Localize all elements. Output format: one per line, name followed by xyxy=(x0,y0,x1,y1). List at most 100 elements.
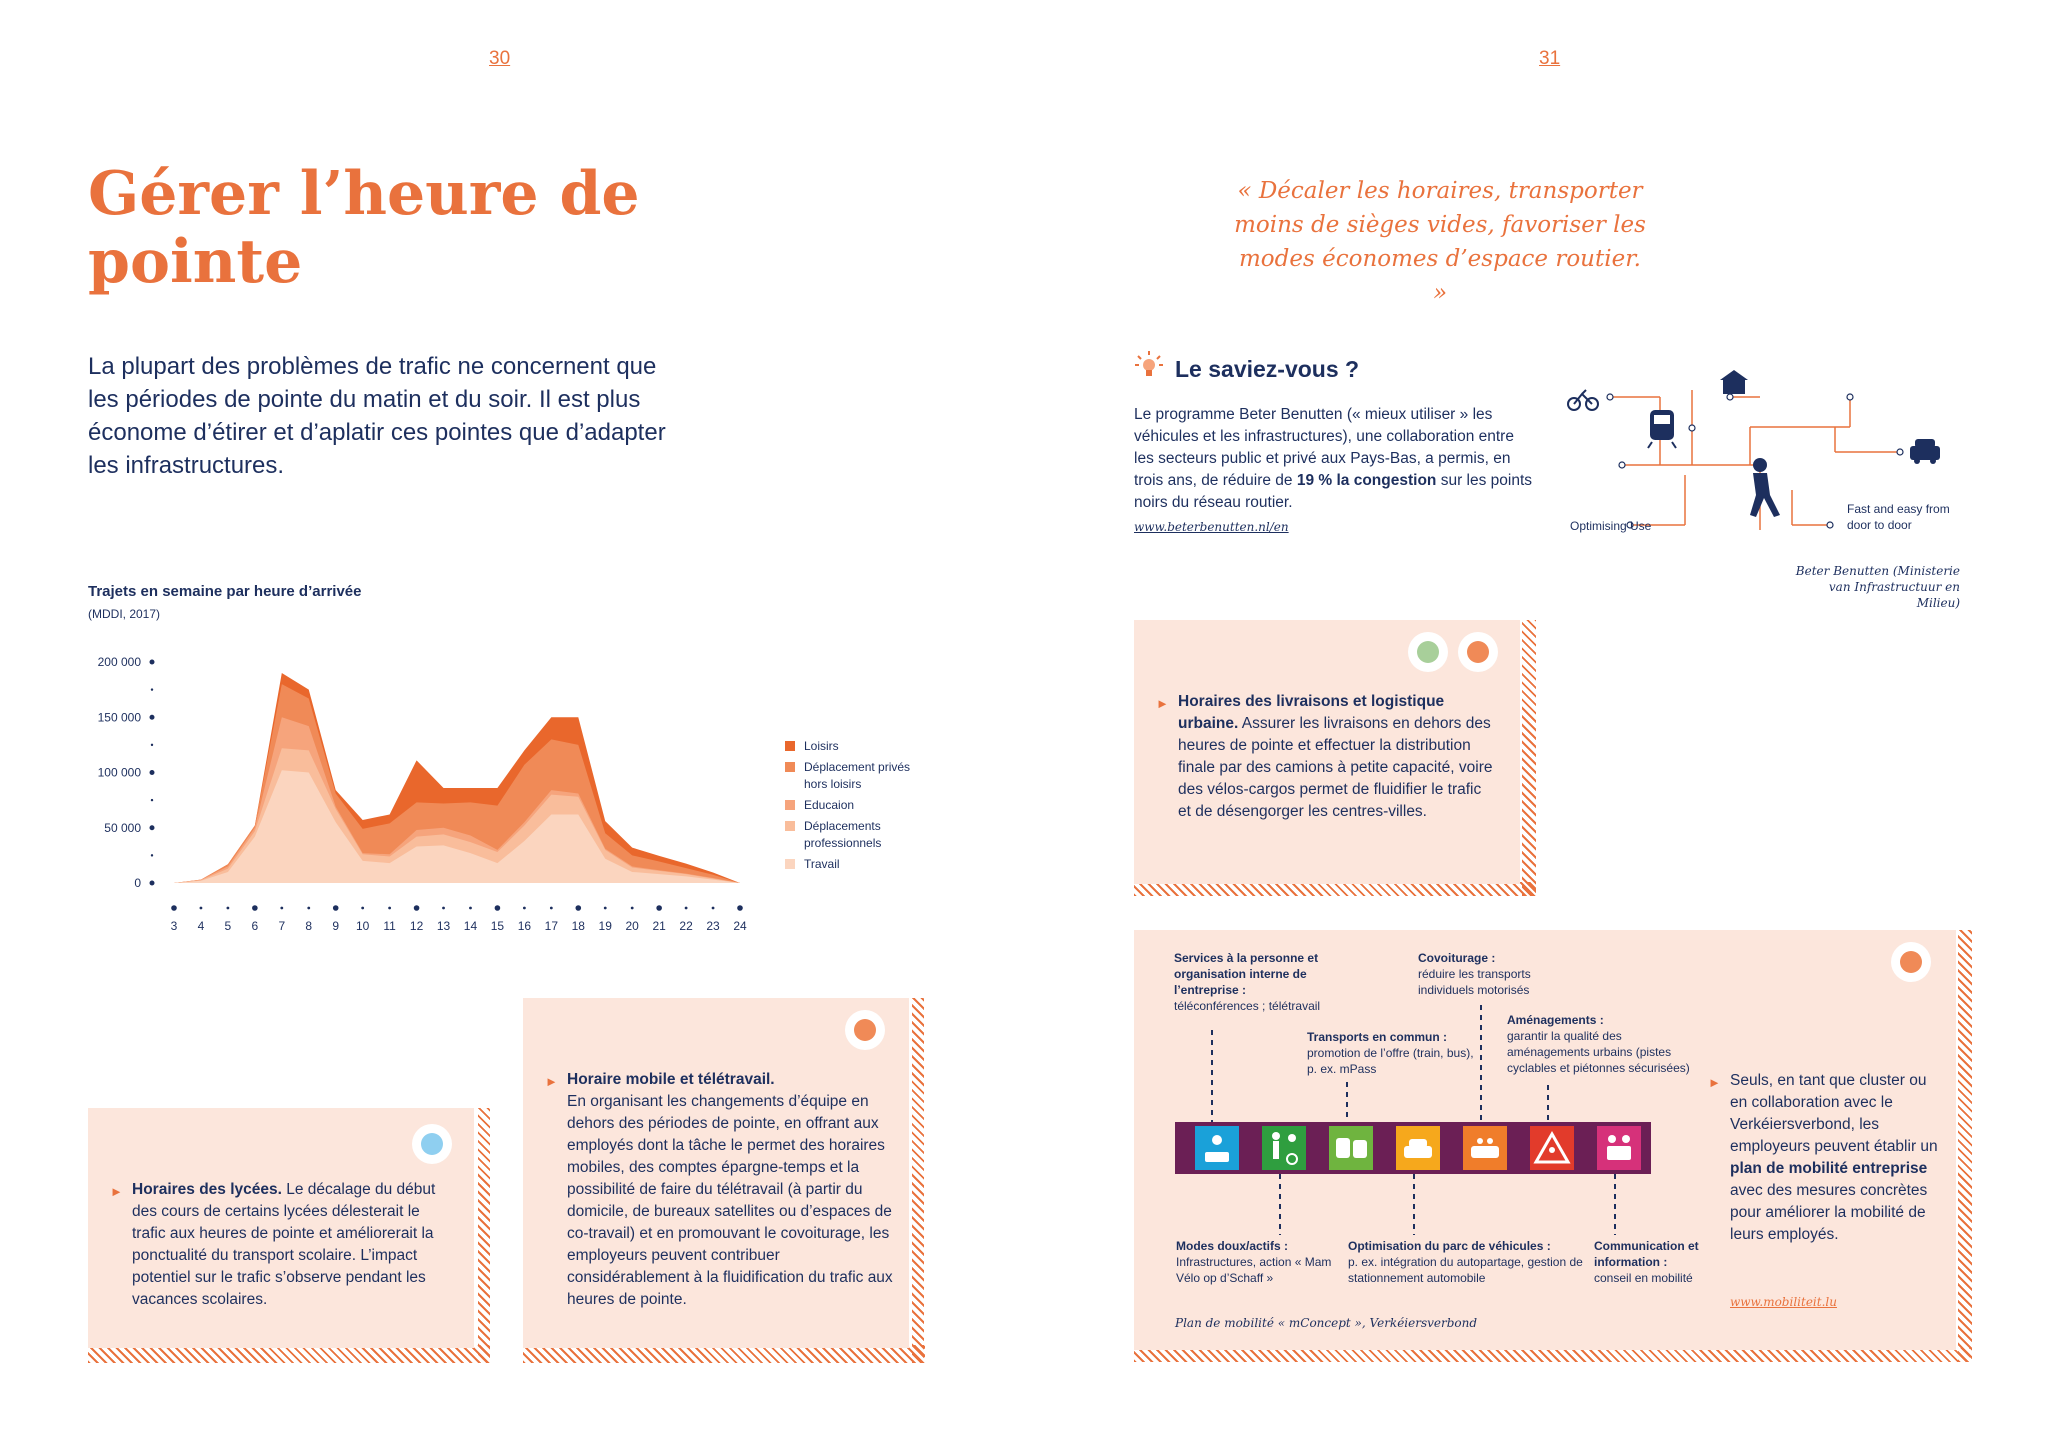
label-communication-title: Communication et information : xyxy=(1594,1239,1699,1269)
mobility-icon-strip xyxy=(1175,1122,1651,1174)
legend-label: Travail xyxy=(804,857,840,871)
legend-label: Déplacement privés xyxy=(804,760,910,774)
area-chart: 200 000 150 000 100 000 50 000 0 3 4 5 6 7 8 9 10 11 1… xyxy=(98,655,910,933)
orange-dot xyxy=(1467,641,1489,663)
x-tick-label: 20 xyxy=(626,919,640,933)
green-dot xyxy=(1417,641,1439,663)
label-covoiturage-text: réduire les transports individuels motor… xyxy=(1418,967,1531,997)
pedestrian-cyclist-icon xyxy=(1262,1126,1306,1170)
label-modes-text: Infrastructures, action « Mam Vélo op d’… xyxy=(1176,1255,1332,1285)
box-lycees-body: Le décalage du début des cours de certai… xyxy=(132,1181,436,1308)
x-tick-dot xyxy=(413,905,420,911)
box-teletravail-text: Horaire mobile et télétravail. En organis… xyxy=(567,1069,897,1311)
box-teletravail-heading: Horaire mobile et télétravail. xyxy=(567,1071,775,1088)
x-tick-label: 12 xyxy=(410,919,424,933)
x-tick-dot xyxy=(442,906,445,910)
x-tick-dot xyxy=(630,906,634,910)
saviez-text: Le programme Beter Benutten (« mieux uti… xyxy=(1134,404,1534,514)
label-communication: Communication et information : conseil en… xyxy=(1594,1238,1714,1286)
x-tick-label: 11 xyxy=(383,919,396,933)
x-tick-label: 6 xyxy=(252,919,259,933)
saviez-text-bold: 19 % la congestion xyxy=(1296,472,1437,489)
legend-label: Loisirs xyxy=(804,739,839,753)
connector-lines xyxy=(1211,1005,1616,1235)
x-tick-label: 22 xyxy=(679,919,693,933)
label-services-title: Services à la personne et organisation i… xyxy=(1174,951,1319,997)
label-transports-text: promotion de l’offre (train, bus), p. ex… xyxy=(1307,1046,1474,1076)
x-tick-label: 7 xyxy=(278,919,285,933)
x-tick-label: 14 xyxy=(464,919,478,933)
legend-label: Educaion xyxy=(804,798,854,812)
x-tick-label: 9 xyxy=(332,919,339,933)
label-optimisation-title: Optimisation du parc de véhicules : xyxy=(1348,1239,1551,1253)
x-tick-label: 23 xyxy=(706,919,720,933)
blue-dot xyxy=(421,1133,443,1155)
legend-label: professionnels xyxy=(804,836,881,850)
label-optimisation: Optimisation du parc de véhicules : p. ex… xyxy=(1348,1238,1588,1286)
mobiliteit-link[interactable]: www.mobiliteit.lu xyxy=(1730,1295,1837,1309)
label-amenagements: Aménagements : garantir la qualité des am… xyxy=(1507,1012,1707,1076)
x-tick-dot xyxy=(656,905,662,911)
x-tick-dot xyxy=(171,905,177,911)
bullet-arrow-icon: ► xyxy=(1708,1075,1721,1090)
y-tick-dot xyxy=(149,825,155,831)
label-transports: Transports en commun : promotion de l’off… xyxy=(1307,1029,1477,1077)
box-teletravail-body: En organisant les changements d’équipe e… xyxy=(567,1093,893,1308)
lightbulb-icon xyxy=(1134,350,1164,385)
pull-quote: « Décaler les horaires, transporter moin… xyxy=(1234,178,1646,306)
x-tick-label: 15 xyxy=(491,919,505,933)
y-tick-dot xyxy=(149,770,155,775)
house-icon xyxy=(1720,370,1748,394)
label-communication-text: conseil en mobilité xyxy=(1594,1271,1693,1285)
label-amenagements-title: Aménagements : xyxy=(1507,1013,1604,1027)
x-tick-dot xyxy=(737,905,743,911)
page-title: Gérer l’heure de pointe xyxy=(88,159,640,297)
x-tick-label: 4 xyxy=(198,919,205,933)
legend-swatch xyxy=(785,741,795,751)
saviez-title: Le saviez-vous ? xyxy=(1175,356,1360,382)
mobility-side-bold: plan de mobilité entreprise xyxy=(1730,1160,1928,1177)
box-teletravail xyxy=(523,998,909,1348)
box-shadow-hatch xyxy=(523,1345,925,1363)
box-lycees-heading: Horaires des lycées. xyxy=(132,1181,282,1198)
y-minor-dot xyxy=(150,854,154,857)
x-tick-dot xyxy=(332,905,339,911)
x-tick-dot xyxy=(575,905,582,911)
mobility-side-a: Seuls, en tant que cluster ou en collabo… xyxy=(1730,1072,1938,1155)
box-lycees xyxy=(88,1108,474,1348)
legend-swatch xyxy=(785,762,795,772)
x-tick-label: 21 xyxy=(652,919,666,933)
series-area xyxy=(174,770,740,883)
bullet-arrow-icon: ► xyxy=(545,1074,558,1089)
legend-swatch xyxy=(785,821,795,831)
beterbenutten-link[interactable]: www.beterbenutten.nl/en xyxy=(1134,520,1289,534)
pedestrian-icon xyxy=(1750,458,1780,517)
box-shadow-hatch xyxy=(1958,930,1972,1362)
y-tick-label: 0 xyxy=(134,876,141,890)
x-tick-dot xyxy=(549,906,553,910)
x-tick-dot xyxy=(226,906,230,910)
y-tick-dot xyxy=(149,880,155,886)
legend-swatch xyxy=(785,859,795,869)
bicycle-icon xyxy=(1567,389,1599,411)
x-tick-dot xyxy=(711,906,715,910)
label-covoiturage-title: Covoiturage : xyxy=(1418,951,1496,965)
label-modes: Modes doux/actifs : Infrastructures, acti… xyxy=(1176,1238,1346,1286)
box-livraisons-heading: Horaires des livraisons et logistique ur… xyxy=(1178,693,1445,732)
box-shadow-hatch xyxy=(1134,882,1536,896)
x-tick-label: 24 xyxy=(733,919,747,933)
bullet-arrow-icon: ► xyxy=(1156,696,1169,711)
y-tick-dot xyxy=(149,659,155,665)
bullet-arrow-icon: ► xyxy=(110,1184,123,1199)
box-shadow-hatch xyxy=(88,1345,490,1363)
box-livraisons xyxy=(1134,620,1520,884)
label-modes-title: Modes doux/actifs : xyxy=(1176,1239,1289,1253)
label-amenagements-text: garantir la qualité des aménagements urb… xyxy=(1507,1029,1690,1075)
x-tick-dot xyxy=(307,906,311,910)
carpool-icon xyxy=(1463,1126,1507,1170)
box-shadow-hatch xyxy=(478,1108,490,1363)
box-shadow-hatch xyxy=(1522,620,1536,896)
diagram-credit: Beter Benutten (Ministerie van Infrastru… xyxy=(1795,564,1960,610)
label-optimisation-text: p. ex. intégration du autopartage, gesti… xyxy=(1348,1255,1583,1285)
label-optimising-use: Optimising Use xyxy=(1570,519,1652,533)
